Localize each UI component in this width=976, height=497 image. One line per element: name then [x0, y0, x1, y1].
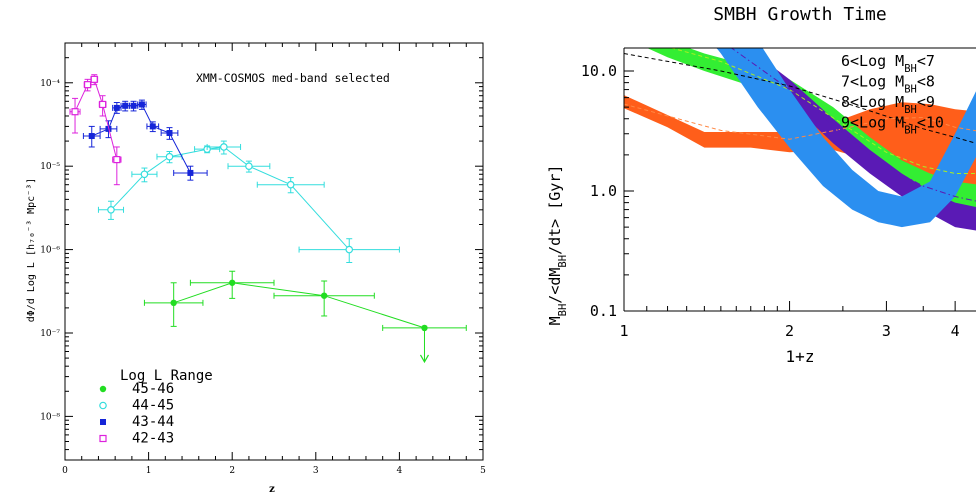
data-point	[100, 419, 106, 425]
reference-line-0	[624, 53, 976, 144]
data-point	[88, 133, 95, 140]
x-tick-label: 4	[397, 466, 403, 476]
x-tick-label: 0	[62, 466, 68, 476]
data-point	[99, 100, 107, 109]
data-point	[149, 123, 156, 130]
reference-line-3	[730, 48, 976, 202]
y-tick-label: 0.1	[590, 302, 617, 320]
data-point	[140, 170, 149, 179]
legend-label-7<Log M_BH<8: 7<Log MBH<8	[841, 73, 935, 96]
left-annotation: XMM-COSMOS med-band selected	[196, 71, 390, 85]
left-x-label: z	[269, 484, 275, 495]
legend-title: Log L Range	[120, 368, 213, 384]
left-plot-frame	[64, 42, 484, 461]
data-point	[99, 385, 107, 393]
left-chart: XMM-COSMOS med-band selected 0 1 2 3 4 5 10⁻⁸ 1…	[26, 42, 486, 495]
data-point	[421, 324, 428, 332]
x-tick-label: 1	[619, 322, 628, 340]
right-data	[624, 48, 976, 231]
data-point	[320, 292, 328, 299]
legend-label-43-44: 43-44	[132, 414, 174, 430]
right-y-label: MBH/<dMBH/dt> [Gyr]	[546, 165, 569, 326]
data-point	[286, 180, 295, 189]
left-y-label: dΦ/d Log L [h₇₀⁻³ Mpc⁻³]	[26, 178, 37, 323]
legend-label-9<Log M_BH<10: 9<Log MBH<10	[841, 114, 944, 137]
data-point	[99, 401, 107, 410]
data-point	[90, 75, 98, 83]
x-tick-label: 1	[146, 466, 152, 476]
series-line	[91, 103, 191, 174]
data-point	[229, 279, 236, 286]
data-point	[138, 101, 145, 108]
data-point	[220, 143, 228, 151]
data-point	[122, 102, 129, 109]
series-45-46	[143, 270, 467, 332]
reference-line-1	[624, 103, 976, 140]
upper-limit-arrowhead	[419, 354, 430, 364]
right-title: SMBH Growth Time	[713, 4, 886, 25]
data-point	[245, 162, 253, 170]
y-tick-label: 10.0	[581, 62, 617, 80]
y-tick-label: 1.0	[590, 182, 617, 200]
series-42-43	[69, 74, 122, 186]
data-point	[113, 104, 120, 111]
legend-label-42-43: 42-43	[132, 431, 174, 447]
reference-line-2	[669, 48, 976, 174]
data-point	[187, 169, 194, 176]
right-legend: 6<Log MBH<77<Log MBH<88<Log MBH<99<Log M…	[841, 52, 944, 137]
series-44-45	[97, 140, 400, 264]
data-point	[166, 130, 173, 137]
x-tick-label: 2	[229, 466, 235, 476]
left-data	[69, 74, 467, 332]
left-ticks: 0 1 2 3 4 5 10⁻⁸ 10⁻⁷ 10⁻⁶ 10⁻⁵ 10⁻⁴	[40, 43, 486, 476]
data-point	[71, 108, 79, 116]
data-point	[83, 81, 92, 89]
right-x-label: 1+z	[786, 347, 815, 366]
x-tick-label: 5	[480, 466, 486, 476]
data-point	[113, 155, 121, 164]
y-tick-label: 10⁻⁶	[40, 246, 60, 256]
legend-label-6<Log M_BH<7: 6<Log MBH<7	[841, 52, 935, 75]
y-tick-label: 10⁻⁷	[40, 329, 60, 339]
y-tick-label: 10⁻⁵	[40, 162, 60, 172]
upper-limit-arrows	[419, 327, 430, 364]
data-point	[130, 102, 137, 109]
legend-label-8<Log M_BH<9: 8<Log MBH<9	[841, 93, 935, 116]
x-tick-label: 3	[313, 466, 319, 476]
series-line	[110, 146, 350, 250]
series-line	[173, 282, 425, 329]
band-9<Log M_BH<10	[716, 48, 976, 228]
series-43-44	[82, 99, 208, 181]
x-tick-label: 4	[951, 322, 960, 340]
x-tick-label: 2	[785, 322, 794, 340]
y-tick-label: 10⁻⁴	[40, 79, 60, 89]
legend-label-45-46: 45-46	[132, 381, 174, 397]
data-point	[345, 245, 354, 254]
data-point	[165, 152, 174, 161]
x-tick-label: 3	[882, 322, 891, 340]
y-tick-label: 10⁻⁸	[40, 412, 60, 422]
series-line	[74, 78, 118, 160]
legend-label-44-45: 44-45	[132, 398, 174, 414]
data-point	[99, 434, 107, 443]
data-point	[107, 206, 115, 214]
data-point	[170, 299, 177, 307]
